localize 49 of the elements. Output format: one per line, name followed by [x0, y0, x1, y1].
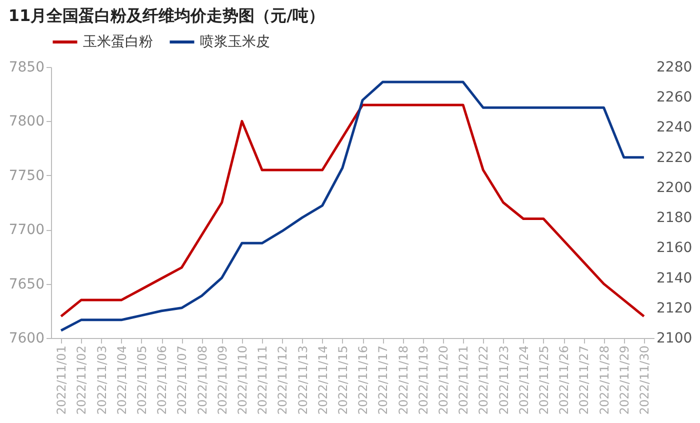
chart-title: 11月全国蛋白粉及纤维均价走势图（元/吨）: [8, 6, 324, 25]
x-tick-label: 2022/11/15: [336, 346, 350, 415]
x-tick-label: 2022/11/09: [215, 346, 230, 415]
legend-label: 喷浆玉米皮: [200, 34, 270, 50]
x-tick-label: 2022/11/28: [597, 346, 612, 415]
y2-tick-label: 2180: [656, 210, 692, 226]
x-tick-label: 2022/11/19: [416, 346, 430, 415]
x-tick-label: 2022/11/30: [637, 346, 652, 415]
x-tick-label: 2022/11/27: [577, 346, 592, 415]
x-tick-label: 2022/11/06: [155, 346, 170, 415]
x-tick-label: 2022/11/17: [376, 346, 390, 415]
x-tick-label: 2022/11/24: [516, 346, 531, 415]
x-tick-label: 2022/11/01: [54, 346, 69, 415]
x-tick-label: 2022/11/21: [456, 346, 471, 415]
y2-tick-label: 2260: [656, 90, 692, 106]
x-tick-label: 2022/11/20: [436, 346, 450, 415]
y2-tick-label: 2100: [656, 330, 692, 346]
x-tick-label: 2022/11/07: [175, 346, 190, 415]
x-tick-label: 2022/11/26: [557, 346, 572, 415]
y-tick-label: 7700: [8, 222, 44, 238]
x-tick-label: 2022/11/23: [496, 346, 511, 415]
x-tick-label: 2022/11/18: [396, 346, 410, 415]
y-tick-label: 7750: [8, 168, 44, 184]
y2-tick-label: 2120: [656, 300, 692, 316]
x-tick-label: 2022/11/22: [476, 346, 491, 415]
x-tick-label: 2022/11/12: [276, 346, 290, 415]
y-tick-label: 7850: [8, 60, 44, 76]
x-tick-label: 2022/11/29: [617, 346, 632, 415]
y2-tick-label: 2160: [656, 240, 692, 256]
x-tick-label: 2022/11/02: [74, 346, 89, 415]
x-tick-label: 2022/11/04: [114, 346, 129, 415]
x-tick-label: 2022/11/10: [235, 346, 250, 415]
x-tick-label: 2022/11/05: [134, 346, 149, 415]
x-tick-label: 2022/11/13: [296, 346, 310, 415]
y-tick-label: 7800: [8, 114, 44, 130]
y2-tick-label: 2140: [656, 270, 692, 286]
legend-label: 玉米蛋白粉: [83, 34, 153, 50]
x-tick-label: 2022/11/25: [536, 346, 551, 415]
x-tick-label: 2022/11/03: [94, 346, 109, 415]
y2-tick-label: 2280: [656, 60, 692, 76]
x-tick-label: 2022/11/16: [356, 346, 370, 415]
x-tick-label: 2022/11/14: [316, 346, 330, 415]
y-tick-label: 7650: [8, 276, 44, 292]
x-tick-label: 2022/11/11: [256, 346, 270, 415]
y-tick-label: 7600: [8, 330, 44, 346]
x-tick-label: 2022/11/08: [195, 346, 210, 415]
y2-tick-label: 2200: [656, 180, 692, 196]
y2-tick-label: 2220: [656, 150, 692, 166]
y2-tick-label: 2240: [656, 120, 692, 136]
